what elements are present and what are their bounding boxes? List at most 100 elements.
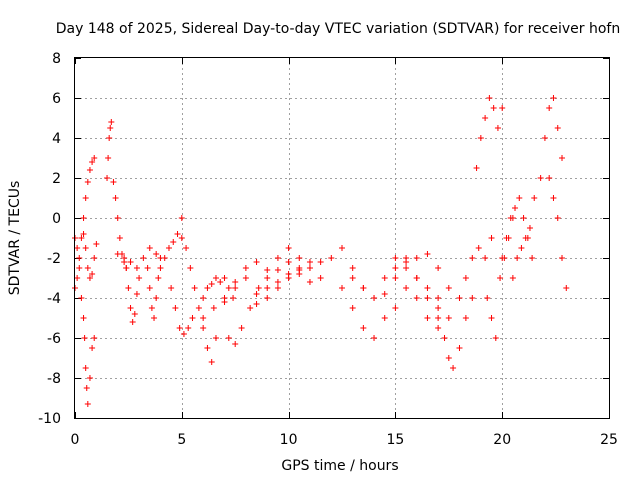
data-point [550,195,557,201]
data-point [189,315,196,321]
data-point [80,215,87,221]
data-point [424,295,431,301]
data-point [360,325,367,331]
data-point [488,235,495,241]
data-point [518,245,525,251]
data-point [462,275,469,281]
data-point [435,315,442,321]
data-point [212,335,219,341]
data-point [91,255,98,261]
data-point [264,285,271,291]
data-point [230,295,237,301]
data-point [84,179,91,185]
data-point [484,295,491,301]
data-point [200,315,207,321]
data-point [155,275,162,281]
data-point [339,245,345,251]
data-point [129,319,136,325]
data-point [509,275,516,281]
data-point [392,255,399,261]
data-point [191,285,198,291]
series-hump-2.5 [123,265,143,325]
data-point [488,315,495,321]
data-point [242,275,249,281]
data-point [482,115,489,121]
data-point [76,265,83,271]
y-tick-label: -8 [47,371,61,387]
data-point [274,255,281,261]
series-fall-22.5 [546,175,570,291]
data-point [238,325,245,331]
series-spike-1.6 [104,119,115,181]
series-blob-6 [200,275,237,301]
data-point [349,275,356,281]
data-point [114,215,121,221]
data-point [514,255,521,261]
data-point [456,295,463,301]
data-point [403,259,410,265]
series-mid-b [339,285,442,341]
data-point [232,341,239,347]
data-point [285,275,292,281]
data-point [133,265,140,271]
data-point [441,335,448,341]
data-point [559,155,566,161]
data-point [176,325,183,331]
data-point [392,305,399,311]
data-point [161,255,168,261]
data-point [208,359,215,365]
data-point [221,275,228,281]
data-point [232,279,239,285]
data-point [482,255,489,261]
data-point [165,245,172,251]
data-point [204,345,211,351]
data-point [81,335,88,341]
data-point [153,251,160,257]
data-point [80,231,87,237]
data-point [232,285,239,291]
data-point [170,239,177,245]
data-point [274,285,281,291]
series-rise-18.5 [456,235,495,301]
data-point [247,305,254,311]
data-point [91,335,98,341]
data-point [507,215,514,221]
data-point [563,285,570,291]
data-point [187,265,194,271]
series-cluster-21 [509,195,538,281]
data-point [520,215,527,221]
data-point [413,275,420,281]
series-mid-d [392,251,452,291]
data-point [146,285,153,291]
data-point [413,295,420,301]
data-point [178,215,185,221]
data-point [127,305,134,311]
data-point [435,265,442,271]
data-point [381,315,388,321]
data-point [392,265,399,271]
data-point [503,235,510,241]
data-point [492,335,499,341]
y-tick-label: 2 [52,171,61,187]
x-axis-label: GPS time / hours [281,458,398,474]
x-tick-label: 5 [177,432,186,448]
series-wave-b [200,267,313,321]
data-point [110,179,117,185]
data-point [185,325,192,331]
series-early-low [72,235,98,407]
data-point [306,259,313,265]
chart-title: Day 148 of 2025, Sidereal Day-to-day VTE… [56,21,620,37]
data-point [445,285,452,291]
data-point [136,275,143,281]
data-point [424,285,431,291]
data-point [178,235,185,241]
data-point [559,255,566,261]
data-point [497,275,504,281]
data-point [537,175,544,181]
y-tick-label: -2 [47,251,61,267]
data-point [148,305,155,311]
data-point [349,265,356,271]
data-point [210,305,217,311]
x-tick-label: 25 [600,432,618,448]
